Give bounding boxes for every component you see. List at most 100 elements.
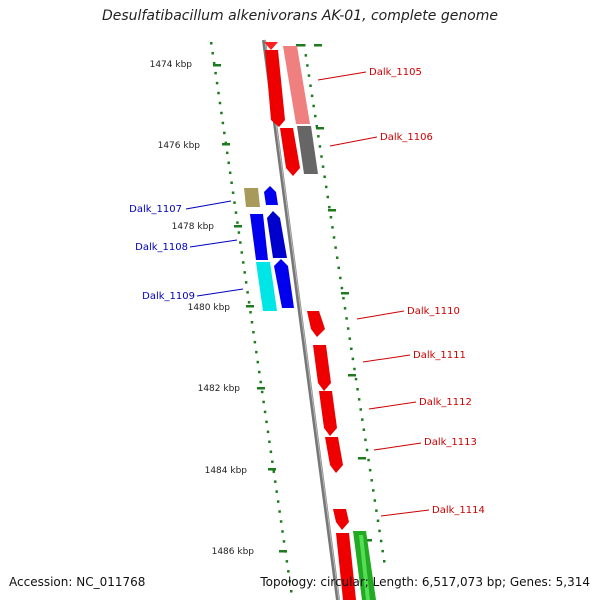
scale-dot: [220, 111, 223, 115]
gene-leader-line: [368, 401, 417, 410]
genome-title: Desulfatibacillum alkenivorans AK-01, co…: [101, 8, 499, 24]
scale-dot: [315, 124, 319, 128]
kbp-major-tick: [257, 387, 265, 390]
gene-dalk-1106-pair[interactable]: [297, 126, 318, 174]
kbp-major-tick: [222, 143, 230, 146]
scale-dot: [233, 201, 236, 204]
gene-dalk-1107-pair[interactable]: [264, 186, 278, 205]
scale-dot: [269, 450, 273, 454]
scale-dot: [375, 509, 378, 512]
scale-dot: [239, 241, 242, 244]
scale-dot: [263, 410, 267, 414]
scale-dot: [279, 520, 283, 523]
gene-label-dalk-1105[interactable]: Dalk_1105: [369, 67, 422, 78]
scale-dot: [265, 420, 268, 424]
gene-dalk-1109[interactable]: [256, 262, 277, 311]
gene-dalk-1114[interactable]: [333, 509, 349, 530]
gene-label-dalk-1110[interactable]: Dalk_1110: [407, 306, 460, 317]
gene-dalk-1112[interactable]: [319, 391, 337, 436]
scale-dot: [335, 256, 339, 259]
gene-label-dalk-1114[interactable]: Dalk_1114: [432, 505, 485, 516]
gene-dalk-1110[interactable]: [307, 311, 325, 337]
scale-dot: [337, 266, 341, 270]
scale-dot: [234, 211, 238, 214]
gene-label-dalk-1113[interactable]: Dalk_1113: [424, 437, 477, 448]
gene-dalk-1106[interactable]: [280, 128, 300, 176]
scale-dot: [362, 428, 366, 431]
scale-dot: [317, 135, 320, 138]
gene-leader-line: [189, 239, 238, 248]
scale-dot: [258, 370, 261, 374]
scale-dot: [368, 468, 372, 472]
scale-dot: [217, 91, 220, 95]
scale-dot: [356, 388, 359, 391]
gene-dalk-1108[interactable]: [250, 214, 268, 260]
gene-leader-line: [329, 136, 378, 147]
gene-leader-line: [185, 200, 232, 210]
scale-dot: [373, 499, 377, 502]
scale-dot: [231, 191, 235, 194]
scale-dot: [313, 114, 317, 118]
scale-dot: [354, 377, 358, 381]
scale-dot: [271, 460, 274, 463]
gene-label-dalk-1112[interactable]: Dalk_1112: [419, 397, 472, 408]
scale-dot: [361, 418, 364, 421]
gene-dalk-1105-pair[interactable]: [283, 46, 310, 124]
scale-dot: [221, 121, 225, 125]
gene-leader-line: [356, 310, 405, 320]
gene-dalk-1109-pair[interactable]: [274, 259, 294, 308]
scale-dot: [256, 360, 260, 364]
scale-dot: [211, 51, 214, 55]
kbp-label: 1474 kbp: [150, 60, 193, 70]
scale-dot: [210, 42, 213, 45]
gene-dalk-1111[interactable]: [313, 345, 331, 391]
kbp-major-tick: [234, 225, 242, 228]
gene-dalk-1108-pair[interactable]: [267, 211, 287, 258]
scale-dot: [214, 71, 217, 75]
scale-dot: [262, 400, 265, 404]
scale-dot: [243, 271, 246, 274]
scale-dot: [351, 357, 355, 361]
scale-dot: [367, 458, 370, 462]
scale-dot: [326, 195, 330, 199]
gene-label-dalk-1109[interactable]: Dalk_1109: [142, 291, 195, 302]
kbp-major-tick: [246, 305, 254, 308]
gene-label-dalk-1106[interactable]: Dalk_1106: [380, 132, 433, 143]
right-scale-ticks: [296, 44, 386, 563]
gene-label-dalk-1108[interactable]: Dalk_1108: [135, 242, 188, 253]
scale-dot: [223, 131, 226, 135]
scale-dot: [272, 470, 276, 473]
scale-dot: [227, 161, 230, 165]
gene-1105-head-marker[interactable]: [264, 42, 278, 50]
scale-dot: [237, 231, 241, 234]
scale-dot: [253, 340, 257, 344]
genome-summary-text: Topology: circular; Length: 6,517,073 bp…: [260, 575, 590, 589]
gene-label-dalk-1111[interactable]: Dalk_1111: [413, 350, 466, 361]
scale-dot: [228, 171, 232, 175]
gene-dalk-1105[interactable]: [265, 50, 285, 127]
scale-dot: [340, 286, 344, 290]
scale-dot: [218, 101, 222, 105]
scale-dot: [334, 246, 337, 249]
scale-dot: [346, 327, 350, 330]
scale-dot: [304, 54, 308, 57]
scale-dot: [236, 221, 239, 224]
scale-dot: [276, 500, 280, 503]
kbp-label: 1478 kbp: [172, 222, 215, 232]
scale-dot: [260, 390, 264, 394]
scale-dot: [212, 61, 216, 65]
gene-dalk-1113[interactable]: [325, 437, 343, 473]
scale-dot: [324, 185, 328, 189]
kbp-major-tick: [213, 64, 221, 67]
gene-label-dalk-1107[interactable]: Dalk_1107: [129, 204, 182, 215]
scale-dot: [303, 44, 306, 47]
scale-dot: [275, 490, 278, 493]
gene-leader-line: [380, 509, 430, 517]
gene-bottom-red[interactable]: [336, 533, 356, 600]
scale-dot: [226, 151, 229, 155]
gene-dalk-1107[interactable]: [244, 188, 260, 207]
scale-dot: [249, 311, 252, 314]
scale-dot: [359, 408, 362, 411]
scale-dot: [383, 560, 386, 563]
